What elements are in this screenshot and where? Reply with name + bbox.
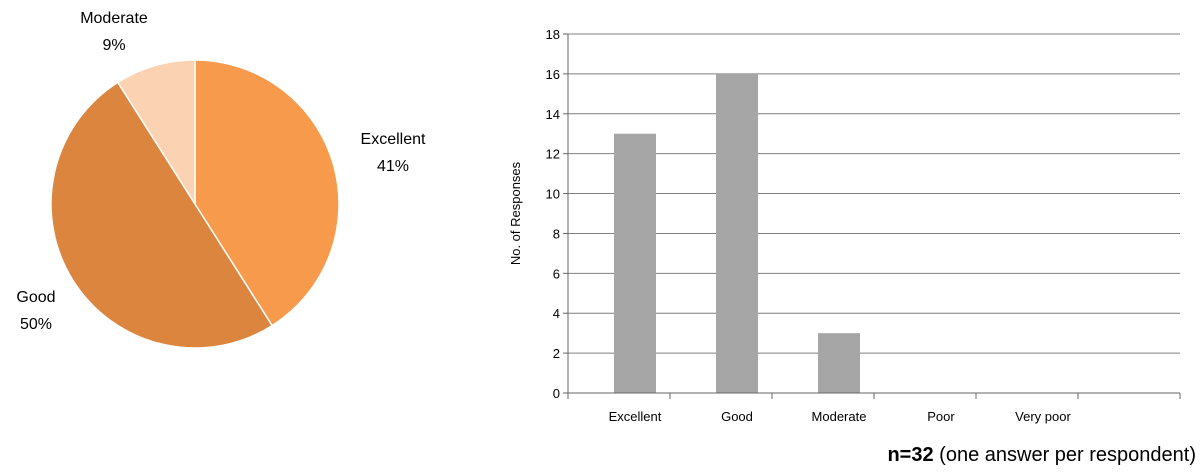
x-tick-label-poor: Poor [927, 409, 955, 424]
sample-size-description: (one answer per respondent) [933, 444, 1196, 466]
x-tick-label-excellent: Excellent [609, 409, 662, 424]
pie-label-moderate: Moderate [80, 10, 148, 27]
y-axis-label: No. of Responses [508, 161, 523, 265]
pie-value-label-moderate: 9% [102, 37, 125, 54]
y-tick-label-12: 12 [546, 147, 560, 162]
x-tick-label-moderate: Moderate [812, 409, 867, 424]
bar-moderate [818, 333, 860, 393]
y-tick-label-0: 0 [553, 386, 560, 401]
y-tick-label-16: 16 [546, 67, 560, 82]
bar-good [716, 73, 758, 393]
y-tick-label-4: 4 [553, 306, 560, 321]
pie-value-label-good: 50% [20, 316, 52, 333]
pie-slice-moderate [116, 59, 196, 207]
y-tick-label-14: 14 [546, 107, 560, 122]
sample-size: n=32 [887, 444, 934, 466]
y-tick-label-6: 6 [553, 266, 560, 281]
pie-chart: Excellent 41% Good 50% Moderate 9% [16, 10, 426, 349]
bar-chart: 0 2 4 6 8 10 12 14 16 18 Excellent Good Moderate Poor… [508, 27, 1181, 424]
sample-size-note: n=32 (one answer per respondent) [887, 444, 1196, 467]
pie-slice-excellent [194, 59, 340, 327]
bar-excellent [614, 133, 656, 393]
y-tick-label-18: 18 [546, 27, 560, 42]
y-tick-label-8: 8 [553, 226, 560, 241]
pie-value-label-excellent: 41% [377, 158, 409, 175]
x-tick-label-very-poor: Very poor [1015, 409, 1071, 424]
y-tick-label-10: 10 [546, 187, 560, 202]
pie-slice-good [50, 81, 274, 349]
pie-label-good: Good [16, 289, 55, 306]
y-tick-label-2: 2 [553, 346, 560, 361]
pie-label-excellent: Excellent [361, 131, 426, 148]
x-tick-label-good: Good [721, 409, 753, 424]
